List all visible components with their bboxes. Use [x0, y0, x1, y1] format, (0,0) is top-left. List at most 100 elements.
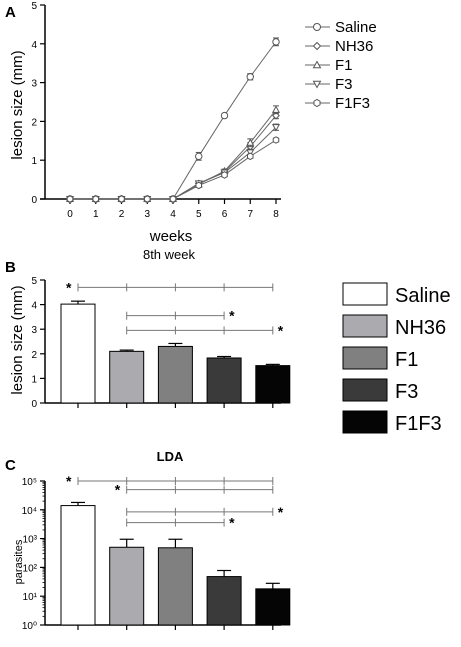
- legend-label-f3: F3: [395, 381, 418, 403]
- panel-c-bar-f3: [206, 576, 242, 626]
- panel-a-xtick-label: 8: [273, 209, 279, 220]
- bar-chart-panel-c: 10⁰ 10¹ 10² 10³ 10⁴ 10⁵ * * * *: [22, 473, 291, 632]
- panel-a-point-f1f3: [118, 195, 125, 203]
- panel-a-xtick-label: 2: [119, 209, 125, 220]
- panel-a-point-f1f3: [221, 171, 228, 179]
- panel-a-point-saline: [195, 152, 203, 161]
- panel-c-bar-saline: [60, 505, 96, 626]
- panel-a-point-f1f3: [272, 136, 280, 144]
- panel-a-point-nh36: [272, 111, 280, 120]
- panel-c-bar-f1f3: [255, 588, 291, 626]
- legend-a-label: F1: [335, 57, 353, 74]
- panel-a-xtick-label: 0: [67, 209, 73, 220]
- legend-label-f1f3: F1F3: [395, 413, 442, 435]
- panel-label-c: C: [5, 457, 16, 474]
- panel-a-point-saline: [220, 111, 229, 120]
- panel-a-point-f1f3: [246, 152, 254, 161]
- legend-swatch-f1: [342, 346, 388, 370]
- panel-a-xtick-label: 1: [93, 209, 99, 220]
- legend-swatch-f3: [342, 378, 388, 402]
- panel-b-title: 8th week: [143, 247, 196, 262]
- panel-a-ytick-label: 2: [31, 117, 37, 128]
- legend-a-marker-f1: [312, 60, 322, 69]
- panel-c-ytick-label: 10⁵: [22, 477, 37, 488]
- legend-label-f1: F1: [395, 349, 418, 371]
- panel-c-ytick-label: 10¹: [23, 592, 38, 603]
- legend-a-label: NH36: [335, 38, 373, 55]
- legend-a-label: Saline: [335, 19, 377, 36]
- panel-c-ytick-label: 10⁰: [22, 621, 37, 632]
- panel-a-ytick-label: 3: [31, 79, 37, 90]
- panel-b-bar-f1f3: [255, 365, 291, 404]
- panel-b-sig-label: *: [66, 279, 72, 295]
- panel-c-bar-f1: [157, 547, 193, 626]
- panel-a-line-saline: [70, 41, 277, 200]
- panel-label-a: A: [5, 4, 16, 21]
- legend-a-marker-f3: [312, 80, 322, 89]
- panel-c-sig-label: *: [115, 482, 121, 498]
- panel-b-bar-f1: [157, 345, 193, 404]
- panel-c-ytick-label: 10⁴: [22, 506, 37, 517]
- legend-label-nh36: NH36: [395, 317, 446, 339]
- panel-b-ytick-label: 4: [31, 301, 37, 312]
- legend-a-marker-saline: [313, 23, 321, 31]
- panel-a-point-f1f3: [195, 181, 203, 190]
- bar-chart-panel-b: 0 1 2 3 4 5 * * *: [31, 276, 291, 410]
- panel-a-ytick-label: 1: [31, 156, 37, 167]
- panel-c-title: LDA: [157, 449, 184, 464]
- panel-b-sig-label: *: [229, 308, 235, 324]
- panel-c-ylabel: parasites: [13, 539, 25, 584]
- panel-a-ytick-label: 0: [31, 195, 37, 206]
- panel-a-point-f3: [271, 124, 281, 132]
- panel-a-xtick-label: 4: [170, 209, 176, 220]
- panel-b-sig-label: *: [278, 322, 284, 338]
- panel-a-ytick-label: 4: [31, 40, 37, 51]
- panel-b-bar-saline: [60, 303, 96, 404]
- panel-a-point-f1: [246, 138, 255, 146]
- panel-a-ylabel: lesion size (mm): [9, 50, 26, 159]
- panel-a-xtick-label: 7: [247, 209, 253, 220]
- legend-swatch-f1f3: [342, 410, 388, 434]
- panel-b-ytick-label: 2: [31, 350, 37, 361]
- panel-a-point-f1f3: [66, 195, 74, 203]
- panel-a-ytick-label: 5: [31, 1, 37, 12]
- panel-a-line-f3: [70, 126, 277, 200]
- panel-b-bar-nh36: [109, 350, 145, 404]
- legend-swatch-saline: [342, 282, 388, 306]
- panel-b-bar-f3: [206, 357, 242, 404]
- panel-a-line-f1: [70, 109, 277, 200]
- panel-a-point-saline: [246, 73, 254, 81]
- panel-c-sig-label: *: [229, 515, 235, 531]
- panel-b-ytick-label: 5: [31, 276, 37, 287]
- panel-c-sig-label: *: [66, 473, 72, 489]
- panel-label-b: B: [5, 259, 16, 276]
- panel-b-ytick-label: 3: [31, 325, 37, 336]
- panel-b-ytick-label: 1: [31, 374, 37, 385]
- legend-a-marker-f1f3: [313, 98, 321, 108]
- panel-b-ytick-label: 0: [31, 399, 37, 410]
- legend-a-marker-nh36: [312, 41, 322, 51]
- legend-a-label: F1F3: [335, 95, 370, 112]
- panel-a-point-f1: [271, 105, 281, 113]
- panel-a-point-f1f3: [169, 195, 177, 203]
- panel-c-ytick-label: 10²: [23, 563, 38, 574]
- panel-a-line-nh36: [70, 115, 277, 200]
- panel-c-ytick-label: 10³: [23, 535, 38, 546]
- panel-a-xtick-label: 5: [196, 209, 202, 220]
- legend-a-label: F3: [335, 76, 353, 93]
- panel-a-point-saline: [272, 38, 280, 46]
- panel-c-sig-label: *: [278, 504, 284, 520]
- panel-a-xtick-label: 6: [222, 209, 228, 220]
- legend-label-saline: Saline: [395, 285, 451, 307]
- line-chart-panel-a: 0 1 2 3 4 5 0 1 2 3 4 5 6 7 8: [31, 1, 281, 220]
- panel-a-point-f1f3: [92, 195, 100, 203]
- panel-a-xlabel: weeks: [149, 228, 193, 245]
- panel-a-point-f1f3: [143, 195, 151, 203]
- legend-swatch-nh36: [342, 314, 388, 338]
- panel-b-ylabel: lesion size (mm): [9, 285, 26, 394]
- panel-a-xtick-label: 3: [144, 209, 150, 220]
- panel-c-bar-nh36: [109, 546, 145, 626]
